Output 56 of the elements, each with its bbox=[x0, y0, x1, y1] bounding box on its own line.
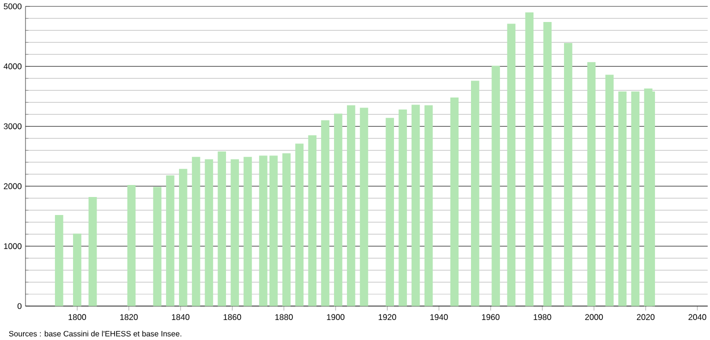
bar bbox=[360, 108, 368, 306]
x-tick-label: 1960 bbox=[482, 314, 500, 320]
bar bbox=[269, 156, 278, 306]
bar bbox=[178, 168, 188, 306]
bar bbox=[587, 62, 596, 306]
bar bbox=[507, 24, 516, 306]
bar bbox=[618, 92, 627, 306]
y-tick-label: 0 bbox=[18, 303, 22, 310]
bar bbox=[127, 185, 136, 306]
bar bbox=[166, 175, 174, 306]
y-tick-label: 3000 bbox=[4, 123, 22, 130]
bar bbox=[631, 92, 640, 306]
x-tick-label: 1880 bbox=[275, 314, 293, 320]
bar bbox=[543, 22, 552, 306]
bar bbox=[334, 114, 342, 306]
y-tick-label: 5000 bbox=[4, 3, 22, 10]
bar bbox=[244, 156, 252, 306]
x-tick-label: 1900 bbox=[327, 314, 344, 320]
bar bbox=[259, 156, 268, 306]
bar bbox=[450, 98, 459, 306]
bar bbox=[470, 80, 480, 306]
bar bbox=[88, 197, 97, 306]
bar bbox=[204, 159, 214, 306]
bar bbox=[644, 88, 652, 306]
y-tick-label: 2000 bbox=[4, 183, 22, 190]
x-tick-label: 2020 bbox=[636, 314, 655, 320]
bar bbox=[605, 74, 614, 306]
bar bbox=[282, 153, 291, 306]
bar bbox=[230, 159, 239, 306]
bar bbox=[412, 104, 420, 306]
bar bbox=[492, 66, 500, 306]
bar bbox=[295, 144, 304, 306]
bar bbox=[192, 156, 200, 306]
bar bbox=[386, 118, 394, 306]
x-tick-label: 2000 bbox=[585, 314, 603, 320]
bar bbox=[346, 105, 356, 306]
bar bbox=[218, 152, 226, 306]
x-tick-label: 1800 bbox=[68, 314, 86, 320]
x-tick-label: 1820 bbox=[120, 314, 138, 320]
x-tick-label: 1920 bbox=[378, 314, 396, 320]
x-tick-label: 1940 bbox=[430, 314, 448, 320]
bar bbox=[321, 120, 330, 306]
bar bbox=[424, 105, 433, 306]
x-tick-label: 2040 bbox=[688, 314, 706, 320]
bar bbox=[564, 42, 572, 306]
bar bbox=[308, 135, 316, 306]
y-tick-label: 1000 bbox=[4, 243, 22, 250]
y-tick-label: 4000 bbox=[4, 63, 22, 70]
x-tick-label: 1840 bbox=[172, 314, 190, 320]
bar bbox=[54, 215, 64, 306]
bar bbox=[153, 186, 162, 306]
bar bbox=[525, 12, 534, 306]
x-tick-label: 1980 bbox=[534, 314, 552, 320]
x-tick-label: 1860 bbox=[224, 314, 242, 320]
bar bbox=[398, 110, 407, 306]
bar bbox=[73, 234, 82, 306]
